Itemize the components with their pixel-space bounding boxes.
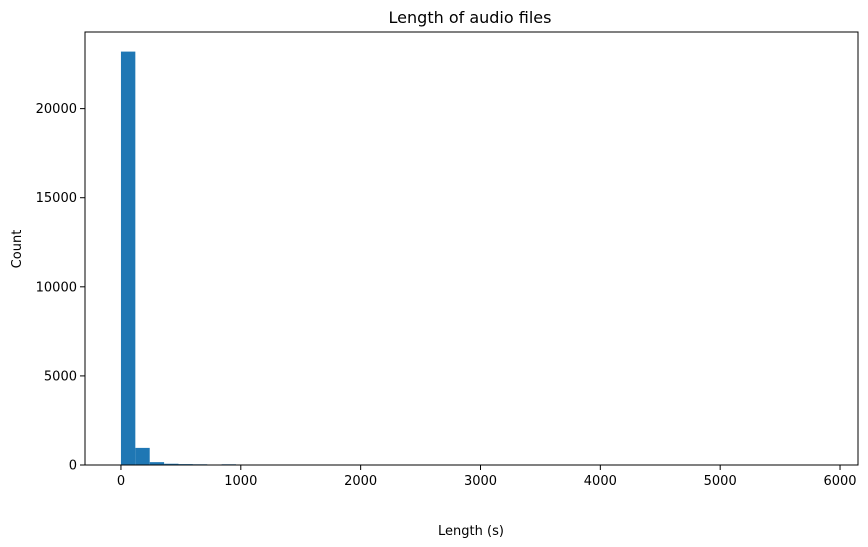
- plot-frame: [84, 31, 859, 466]
- y-tick-label: 0: [69, 459, 77, 474]
- histogram-bar: [149, 462, 165, 465]
- x-tick-label: 3000: [464, 474, 497, 489]
- histogram-bar: [120, 51, 136, 465]
- x-tick-label: 5000: [704, 474, 737, 489]
- chart-title: Length of audio files: [389, 8, 552, 27]
- histogram-bar: [135, 447, 150, 465]
- y-tick-label: 20000: [36, 102, 77, 117]
- y-axis-ticks: 0 5000 10000 15000 20000: [36, 102, 85, 474]
- x-axis-label: Length (s): [438, 524, 504, 539]
- y-axis-label: Count: [10, 230, 25, 269]
- y-tick-label: 10000: [36, 280, 77, 295]
- x-tick-label: 1000: [224, 474, 257, 489]
- x-tick-label: 6000: [823, 474, 856, 489]
- x-tick-label: 2000: [344, 474, 377, 489]
- x-tick-label: 4000: [584, 474, 617, 489]
- x-axis-ticks: 0 1000 2000 3000 4000 5000 6000: [117, 465, 857, 489]
- histogram-bar: [164, 463, 179, 465]
- y-tick-label: 15000: [36, 191, 77, 206]
- x-tick-label: 0: [117, 474, 125, 489]
- y-tick-label: 5000: [44, 369, 77, 384]
